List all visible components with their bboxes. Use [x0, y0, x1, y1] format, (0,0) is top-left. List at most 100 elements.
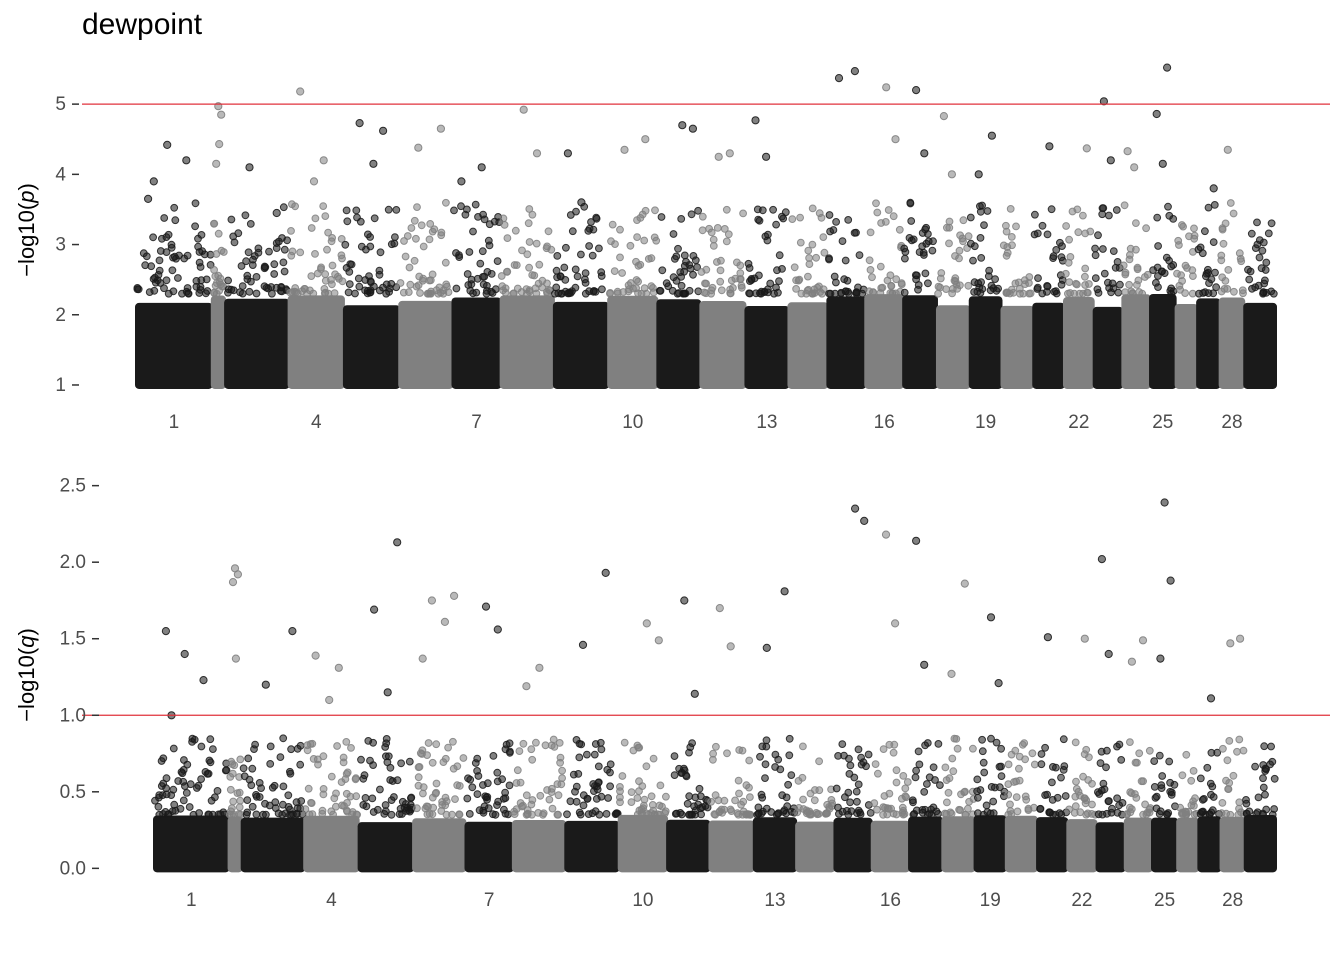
chromosome-9-dense-block: [564, 820, 620, 873]
snp-point: [197, 742, 206, 751]
snp-point: [380, 810, 389, 818]
chromosome-18-points: [941, 734, 978, 873]
snp-point: [742, 781, 751, 790]
snp-point: [1209, 793, 1218, 801]
snp-point: [718, 808, 727, 817]
snp-point: [925, 773, 934, 782]
peak-snp-point: [436, 124, 445, 133]
peak-snp-point: [1123, 147, 1132, 156]
snp-point: [889, 748, 898, 757]
snp-point: [385, 288, 394, 296]
snp-point: [976, 234, 985, 242]
chromosome-19-points: [966, 201, 1003, 389]
snp-point: [505, 781, 514, 790]
snp-point: [376, 785, 384, 794]
snp-point: [1062, 222, 1070, 230]
snp-point: [679, 289, 687, 298]
snp-point: [528, 210, 537, 219]
snp-point: [1201, 810, 1210, 819]
snp-point: [413, 804, 421, 813]
snp-point: [509, 289, 517, 298]
snp-point: [662, 792, 670, 801]
snp-point: [471, 200, 480, 209]
snp-point: [782, 793, 791, 802]
peak-snp-point: [891, 619, 900, 628]
snp-point: [1239, 746, 1248, 755]
snp-point: [279, 800, 287, 809]
snp-point: [1030, 760, 1039, 769]
snp-point: [1109, 247, 1118, 256]
peak-snp-point: [180, 649, 189, 659]
snp-point: [866, 266, 875, 274]
snp-point: [323, 245, 331, 254]
snp-point: [1217, 251, 1226, 260]
snp-point: [1100, 785, 1109, 794]
snp-point: [1120, 201, 1129, 210]
snp-point: [483, 268, 492, 276]
snp-point: [909, 235, 918, 244]
snp-point: [1088, 800, 1096, 809]
snp-point: [1222, 809, 1231, 818]
snp-point: [338, 801, 346, 810]
snp-point: [755, 216, 764, 225]
snp-point: [512, 261, 521, 270]
snp-point: [1021, 755, 1029, 764]
y-tick-label: 2: [55, 305, 66, 326]
snp-point: [879, 745, 888, 753]
snp-point: [1024, 806, 1033, 814]
snp-point: [754, 803, 763, 812]
snp-point: [1163, 810, 1171, 819]
snp-point: [265, 801, 274, 810]
snp-point: [606, 782, 614, 791]
snp-point: [737, 283, 746, 292]
chromosome-21-points: [1030, 205, 1067, 389]
snp-point: [973, 775, 982, 784]
snp-point: [964, 281, 973, 290]
snp-point: [1259, 783, 1268, 792]
snp-point: [1174, 236, 1183, 245]
snp-point: [642, 762, 651, 771]
snp-point: [949, 767, 958, 776]
snp-point: [342, 206, 351, 215]
snp-point: [244, 754, 253, 763]
snp-point: [339, 758, 348, 767]
snp-point: [864, 750, 873, 759]
snp-point: [583, 750, 591, 759]
snp-point: [914, 285, 922, 294]
snp-point: [1119, 261, 1128, 270]
chromosome-19-dense-block: [968, 296, 1003, 389]
snp-point: [513, 766, 522, 775]
snp-point: [997, 744, 1005, 753]
snp-point: [185, 803, 194, 811]
snp-point: [151, 273, 159, 282]
snp-point: [369, 761, 378, 769]
snp-point: [414, 773, 423, 782]
snp-point: [794, 777, 803, 785]
snp-point: [344, 288, 353, 297]
snp-point: [327, 772, 336, 781]
y-tick-label: 1.0: [60, 705, 86, 726]
chromosome-27-points: [1194, 201, 1221, 389]
chromosome-5-points: [341, 205, 401, 389]
snp-point: [620, 738, 629, 747]
snp-point: [1094, 788, 1102, 796]
snp-point: [236, 288, 244, 297]
snp-point: [1131, 758, 1140, 767]
snp-point: [616, 253, 624, 262]
snp-point: [196, 283, 205, 291]
snp-point: [785, 734, 794, 743]
snp-point: [1038, 221, 1047, 230]
snp-point: [799, 795, 807, 804]
snp-point: [376, 248, 385, 257]
snp-point: [899, 806, 908, 815]
snp-point: [1233, 747, 1241, 756]
x-tick-label: 7: [484, 890, 495, 911]
snp-point: [1267, 219, 1276, 228]
chromosome-28-dense-block: [1219, 816, 1246, 873]
chromosome-26-points: [1173, 221, 1199, 389]
snp-point: [647, 809, 656, 817]
peak-snp-point: [1152, 109, 1161, 119]
chromosome-11-dense-block: [656, 299, 702, 389]
peak-snp-point: [228, 578, 238, 587]
snp-point: [707, 286, 716, 295]
